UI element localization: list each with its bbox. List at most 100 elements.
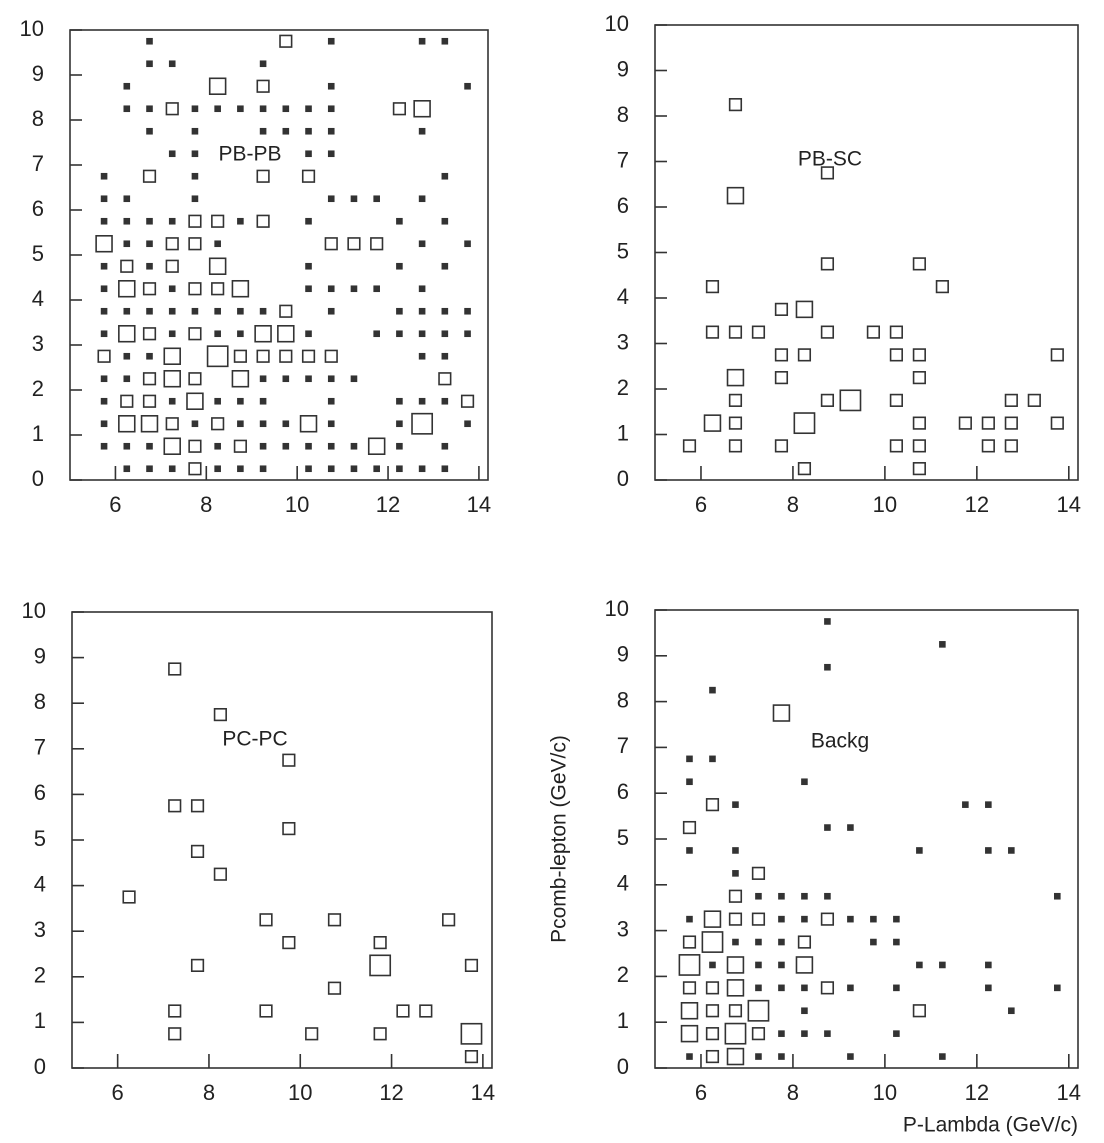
bin-box [190, 958, 205, 972]
bin-box [327, 150, 335, 158]
bin-box [847, 915, 854, 923]
bin-box [801, 892, 808, 900]
bin-box [237, 330, 244, 338]
bin-box [464, 958, 479, 972]
y-tick-label: 4 [32, 286, 44, 311]
bin-box [188, 282, 202, 296]
bin-box [327, 375, 335, 383]
bin-box [211, 417, 225, 431]
bin-box [146, 307, 153, 315]
bin-box [396, 420, 403, 428]
bin-box [797, 935, 812, 949]
bin-box [327, 442, 335, 450]
bin-box [211, 214, 225, 228]
bin-box [118, 279, 136, 298]
bin-box [123, 82, 131, 90]
bin-box [327, 397, 335, 405]
bin-box [441, 352, 449, 360]
x-tick-label: 8 [787, 492, 799, 517]
bin-box [214, 240, 221, 248]
bin-box [146, 240, 153, 248]
bin-box [373, 330, 380, 338]
bin-box [751, 325, 766, 339]
bin-box [686, 915, 693, 923]
bin-box [301, 169, 316, 183]
bin-box [732, 847, 739, 854]
bin-box [778, 961, 785, 969]
bin-box [464, 1050, 479, 1064]
bin-box [279, 34, 293, 48]
bin-box [190, 799, 205, 813]
bin-box [824, 824, 831, 831]
bin-box [774, 348, 789, 362]
bin-box [188, 237, 202, 251]
bin-box [778, 1053, 785, 1060]
bin-box [751, 866, 766, 880]
y-tick-label: 4 [34, 871, 46, 896]
bin-box [441, 262, 449, 270]
plot-frame [654, 609, 1079, 1069]
bin-box [168, 217, 176, 225]
bin-box [801, 778, 808, 786]
bin-box [820, 912, 835, 926]
y-axis-title: Pcomb-lepton (GeV/c) [548, 735, 571, 943]
bin-box [705, 1027, 720, 1041]
bin-box [123, 352, 131, 360]
x-tick-label: 6 [109, 492, 121, 517]
bin-box [120, 259, 134, 273]
bin-box [441, 217, 449, 225]
bin-box [680, 1024, 699, 1043]
y-tick-label: 1 [32, 421, 44, 446]
bin-box [732, 870, 739, 877]
bin-box [123, 375, 131, 383]
bin-box [889, 439, 903, 453]
bin-box [282, 375, 290, 383]
bin-box [678, 954, 701, 976]
bin-box [912, 439, 926, 453]
bin-box [747, 999, 770, 1022]
y-tick-label: 9 [34, 643, 46, 668]
bin-box [912, 371, 926, 385]
bin-box [282, 105, 290, 113]
x-tick-label: 10 [873, 1080, 897, 1105]
bin-box [305, 285, 312, 293]
bin-box [191, 127, 199, 135]
bin-box [188, 439, 202, 453]
bin-box [188, 214, 202, 228]
plot-frame [69, 29, 489, 481]
bin-box [146, 352, 153, 360]
bin-box [254, 324, 272, 343]
bin-box [912, 348, 926, 362]
bin-box [165, 102, 179, 116]
bin-box [755, 892, 762, 900]
bin-box [168, 465, 176, 473]
bin-box [146, 37, 153, 45]
bin-box [751, 1027, 766, 1041]
bin-box [305, 330, 312, 338]
bin-box [214, 105, 221, 113]
bin-box [703, 414, 722, 432]
y-tick-label: 6 [32, 196, 44, 221]
bin-box [820, 166, 835, 180]
x-tick-label: 6 [112, 1080, 124, 1105]
bin-box [728, 912, 743, 926]
bin-box [709, 755, 716, 763]
y-tick-label: 4 [617, 284, 629, 309]
bin-box [324, 349, 338, 363]
y-tick-label: 0 [34, 1054, 46, 1079]
bin-box [214, 442, 221, 450]
bin-box [396, 1004, 410, 1018]
bin-box [256, 349, 270, 363]
bin-box [168, 662, 182, 676]
bin-box [441, 172, 449, 180]
y-tick-label: 6 [617, 779, 629, 804]
y-tick-label: 5 [617, 238, 629, 263]
x-tick-label: 8 [200, 492, 212, 517]
bin-box [168, 799, 182, 813]
bin-box [419, 1004, 433, 1018]
bin-box [305, 105, 312, 113]
y-tick-label: 5 [617, 825, 629, 850]
y-tick-label: 8 [34, 689, 46, 714]
bin-box [146, 127, 153, 135]
bin-box [122, 890, 136, 904]
